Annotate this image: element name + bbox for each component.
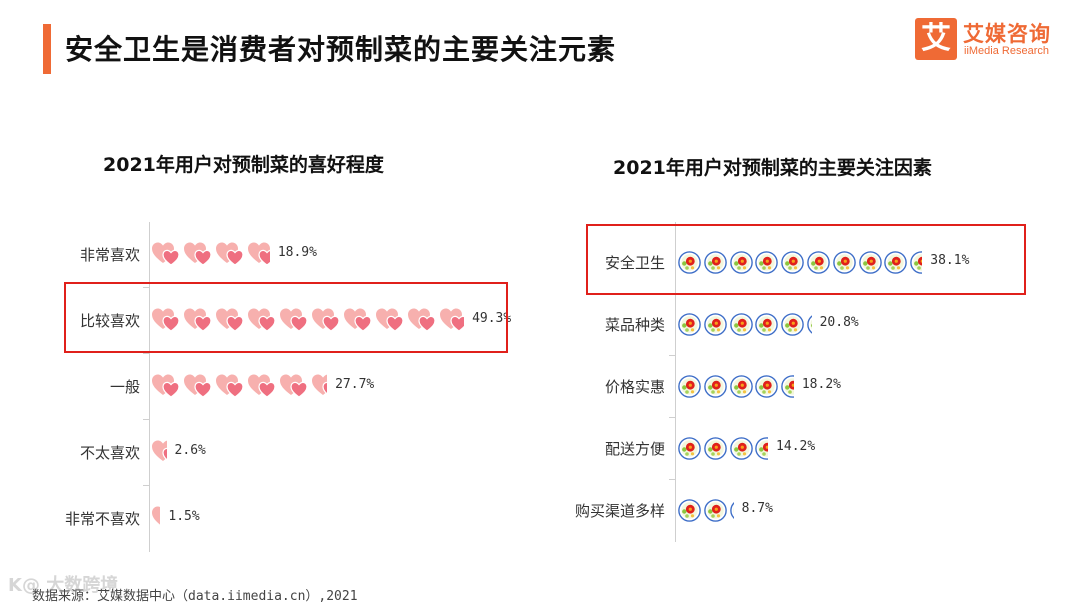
heart-icon — [216, 242, 244, 266]
heart-icon — [344, 308, 372, 332]
plate-icon — [807, 250, 830, 274]
heart-icon — [152, 506, 161, 530]
plate-icon — [678, 498, 701, 522]
plate-icon — [884, 250, 908, 274]
heart-icon — [376, 308, 404, 332]
plate-icon — [703, 312, 727, 336]
heart-icon — [184, 242, 212, 266]
axis-tick — [143, 287, 149, 288]
value-label: 18.2% — [801, 377, 841, 392]
category-label: 安全卫生 — [604, 254, 665, 272]
logo-name-cn: 艾媒咨询 — [963, 22, 1051, 46]
value-label: 27.7% — [335, 377, 375, 392]
plate-icon — [910, 250, 923, 274]
heart-icon — [440, 308, 465, 332]
plate-icon — [832, 250, 856, 274]
plate-icon — [678, 312, 701, 336]
iimedia-logo: 艾 艾媒咨询 iiMedia Research — [915, 18, 1065, 62]
plate-icon — [755, 250, 779, 274]
title-accent-bar — [43, 24, 51, 74]
plate-icon — [678, 374, 701, 398]
axis-tick — [669, 355, 675, 356]
value-label: 2.6% — [174, 443, 206, 458]
heart-icon — [408, 308, 436, 332]
plate-icon — [678, 250, 701, 274]
plate-icon — [729, 374, 753, 398]
axis-tick — [143, 485, 149, 486]
plate-icon — [729, 312, 753, 336]
category-label: 不太喜欢 — [79, 444, 140, 462]
value-label: 14.2% — [776, 439, 816, 454]
left-chart-axis — [149, 222, 150, 552]
plate-icon — [703, 498, 727, 522]
plate-icon — [755, 374, 779, 398]
category-label: 配送方便 — [604, 440, 665, 458]
left-chart-title: 2021年用户对预制菜的喜好程度 — [103, 154, 384, 176]
plate-icon — [703, 250, 727, 274]
heart-icon — [312, 308, 340, 332]
heart-icon — [152, 440, 167, 464]
heart-icon — [248, 242, 270, 266]
plate-icon — [703, 374, 727, 398]
category-label: 购买渠道多样 — [574, 502, 665, 520]
logo-mark: 艾 — [915, 18, 957, 60]
plate-icon — [729, 499, 734, 522]
heart-icon — [152, 308, 180, 332]
value-label: 8.7% — [741, 501, 773, 516]
right-chart-title: 2021年用户对预制菜的主要关注因素 — [613, 157, 932, 179]
heart-icon — [152, 242, 180, 266]
plate-icon — [807, 313, 812, 336]
category-label: 价格实惠 — [604, 378, 665, 396]
heart-icon — [184, 308, 212, 332]
value-label: 18.9% — [277, 245, 317, 260]
plate-icon — [729, 250, 753, 274]
plate-icon — [781, 374, 794, 398]
axis-tick — [143, 353, 149, 354]
value-label: 38.1% — [930, 253, 970, 268]
axis-tick — [669, 479, 675, 480]
category-label: 比较喜欢 — [79, 312, 140, 330]
heart-icon — [280, 374, 308, 398]
category-label: 非常不喜欢 — [64, 510, 140, 528]
left-highlight-box — [64, 282, 508, 353]
value-label: 20.8% — [819, 315, 859, 330]
plate-icon — [678, 436, 701, 460]
right-highlight-box — [586, 224, 1026, 295]
heart-icon — [184, 374, 212, 398]
logo-name-en: iiMedia Research — [964, 45, 1049, 57]
category-label: 非常喜欢 — [79, 246, 140, 264]
value-label: 49.3% — [472, 311, 512, 326]
axis-tick — [143, 419, 149, 420]
plate-icon — [781, 312, 804, 336]
heart-icon — [312, 374, 328, 398]
category-label: 一般 — [109, 378, 140, 396]
plate-icon — [729, 436, 753, 460]
heart-icon — [216, 374, 244, 398]
right-chart-axis — [675, 222, 676, 542]
value-label: 1.5% — [168, 509, 200, 524]
heart-icon — [248, 308, 276, 332]
plate-icon — [755, 312, 779, 336]
plate-icon — [755, 436, 769, 460]
heart-icon — [248, 374, 276, 398]
plate-icon — [781, 250, 804, 274]
plate-icon — [703, 436, 727, 460]
heart-icon — [152, 374, 180, 398]
category-label: 菜品种类 — [604, 316, 665, 334]
source-note: 数据来源：艾媒数据中心（data.iimedia.cn）,2021 — [32, 589, 358, 604]
page-title: 安全卫生是消费者对预制菜的主要关注元素 — [65, 33, 617, 66]
heart-icon — [280, 308, 308, 332]
watermark: K@ 大数跨境 — [8, 575, 119, 596]
heart-icon — [216, 308, 244, 332]
axis-tick — [669, 417, 675, 418]
plate-icon — [858, 250, 882, 274]
